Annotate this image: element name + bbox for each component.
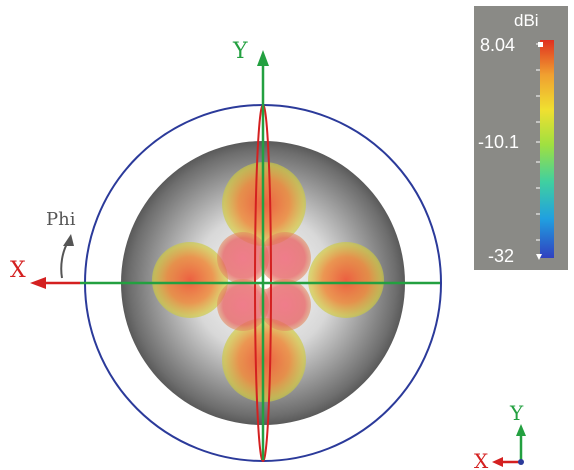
orientation-triad: Y X — [474, 401, 526, 470]
x-axis-label: X — [10, 258, 26, 283]
x-axis-arrowhead — [30, 277, 46, 289]
colorbar-gradient — [540, 40, 554, 258]
colorbar: dBi 8.04 -10.1 -32 — [474, 6, 568, 270]
colorbar-max-label: 8.04 — [480, 35, 515, 55]
colorbar-unit: dBi — [514, 11, 539, 30]
triad-origin — [518, 459, 524, 465]
colorbar-mid-label: -10.1 — [478, 132, 519, 152]
phi-label: Phi — [46, 209, 76, 230]
colorbar-min-label: -32 — [488, 246, 514, 266]
lobe-inner-lr — [259, 279, 311, 331]
lobe-inner-ur — [259, 232, 311, 284]
triad-x-arrowhead — [492, 457, 503, 467]
lobe-right — [308, 242, 384, 318]
triad-y-label: Y — [509, 401, 524, 425]
triad-x-label: X — [474, 449, 489, 470]
colorbar-max-marker — [538, 42, 543, 47]
y-axis-label: Y — [232, 39, 248, 64]
phi-arc — [60, 241, 69, 279]
triad-y-arrowhead — [516, 424, 526, 436]
y-axis-arrowhead — [257, 50, 269, 66]
lobe-left — [152, 242, 228, 318]
colorbar-min-marker — [536, 254, 542, 260]
phi-arrowhead — [63, 234, 74, 246]
